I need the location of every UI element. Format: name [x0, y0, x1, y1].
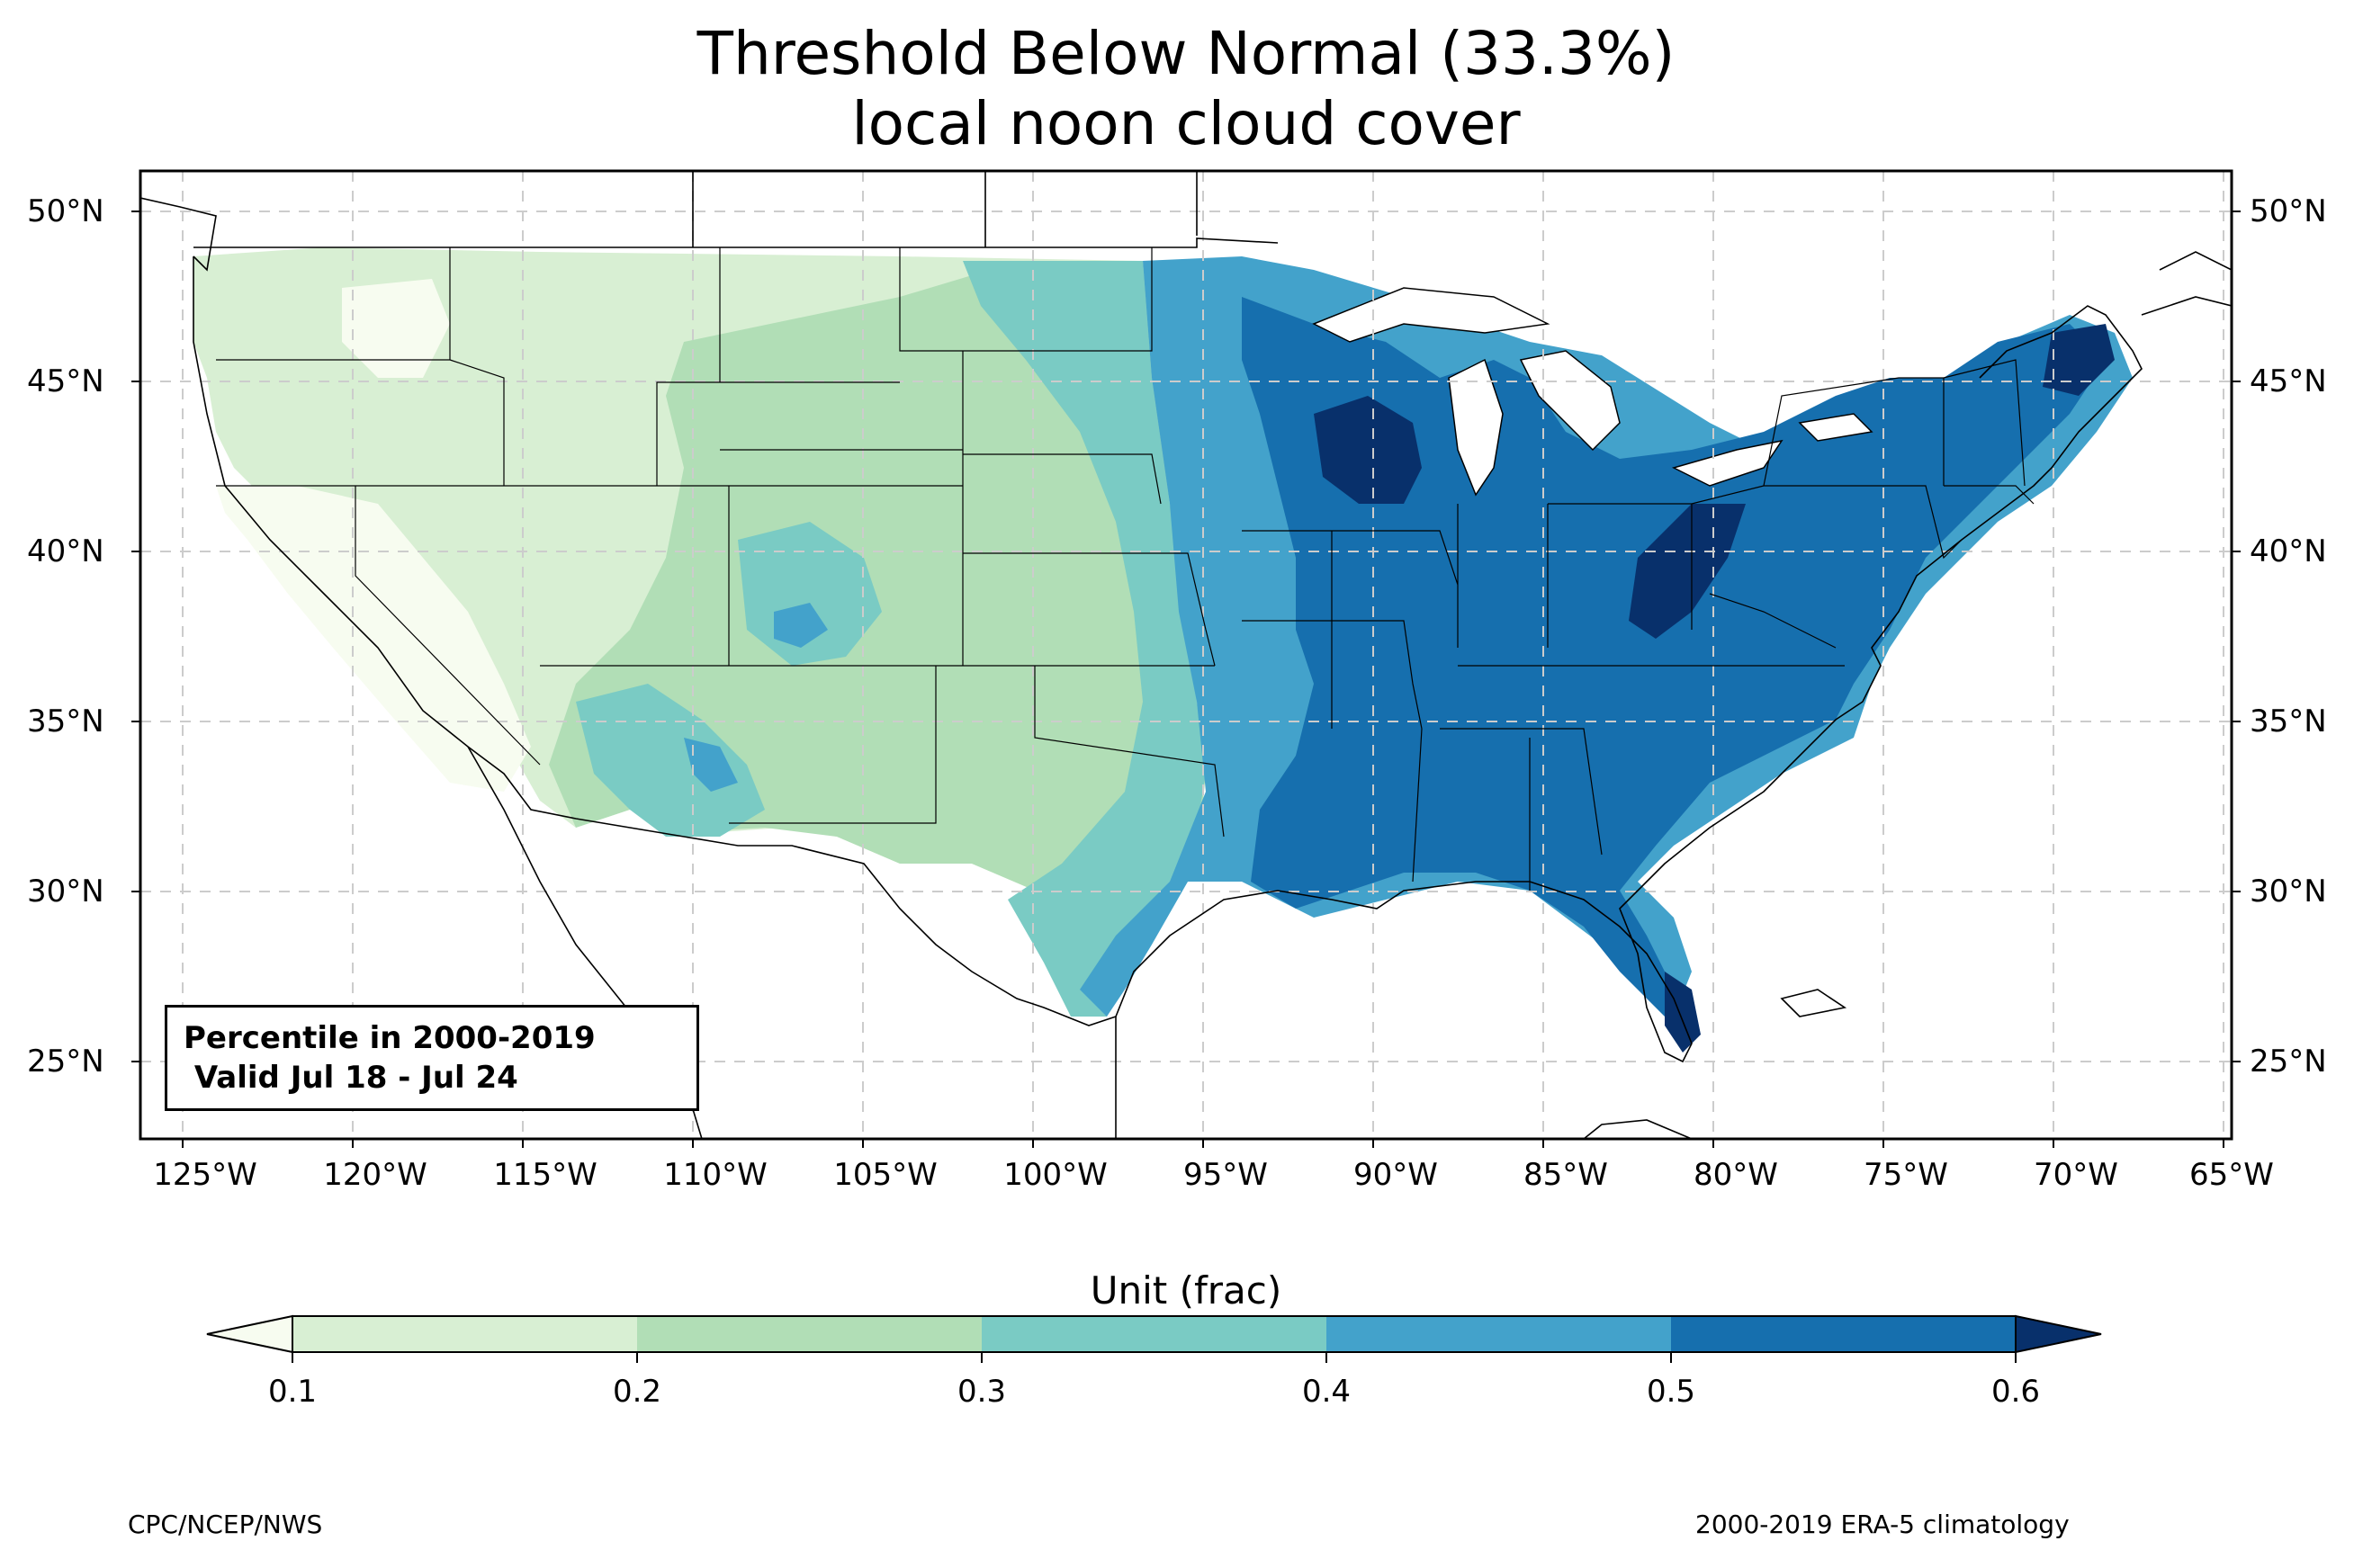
- lat-label-left-35: 35°N: [27, 703, 104, 739]
- lon-label-110w: 110°W: [663, 1157, 768, 1193]
- contour-band-above-0.6-fl: [1665, 972, 1701, 1053]
- lon-ticks: [182, 1139, 2224, 1148]
- lat-label-right-35: 35°N: [2250, 703, 2327, 739]
- lat-label-right-40: 40°N: [2250, 533, 2327, 569]
- lat-label-left-25: 25°N: [27, 1044, 104, 1080]
- lon-label-120w: 120°W: [323, 1157, 427, 1193]
- colorbar-tick-label-0.6: 0.6: [1990, 1374, 2041, 1410]
- contour-band-above-0.6-ne: [2043, 324, 2115, 396]
- lat-label-left-45: 45°N: [27, 363, 104, 399]
- state-borders: [216, 247, 2035, 891]
- contour-band-above-0.6-wi: [1314, 396, 1422, 504]
- lat-label-right-45: 45°N: [2250, 363, 2327, 399]
- colorbar-extend-low: [206, 1314, 293, 1354]
- contour-band-above-0.6-app: [1629, 504, 1746, 639]
- contour-band-0.4-0.5-co: [774, 603, 828, 648]
- contour-band-0.4-0.5-az: [684, 738, 738, 792]
- lat-ticks: [131, 211, 2241, 1062]
- colorbar-tick-label-0.2: 0.2: [612, 1374, 662, 1410]
- lat-label-right-25: 25°N: [2250, 1044, 2327, 1080]
- lat-label-right-30: 30°N: [2250, 874, 2327, 909]
- footer-credit: CPC/NCEP/NWS: [128, 1510, 323, 1539]
- chart-title-line-1: Threshold Below Normal (33.3%): [696, 19, 1676, 88]
- info-box: Percentile in 2000-2019 Valid Jul 18 - J…: [165, 1005, 699, 1111]
- lon-label-95w: 95°W: [1183, 1157, 1268, 1193]
- colorbar-bin-0.2-0.3: [637, 1316, 983, 1352]
- colorbar-frame: [292, 1315, 2017, 1353]
- lon-label-125w: 125°W: [153, 1157, 257, 1193]
- lon-label-90w: 90°W: [1353, 1157, 1438, 1193]
- lon-label-100w: 100°W: [1003, 1157, 1108, 1193]
- map-frame: [139, 169, 2233, 1141]
- lon-label-65w: 65°W: [2189, 1157, 2274, 1193]
- contour-band-below-0.1: [216, 486, 531, 792]
- lat-label-left-40: 40°N: [27, 533, 104, 569]
- lon-label-70w: 70°W: [2034, 1157, 2118, 1193]
- gridlines: [140, 171, 2232, 1139]
- lon-label-115w: 115°W: [493, 1157, 597, 1193]
- footer-climatology-note: 2000-2019 ERA-5 climatology: [1695, 1510, 2070, 1539]
- colorbar-tick-label-0.3: 0.3: [957, 1374, 1007, 1410]
- lat-label-left-50: 50°N: [27, 193, 104, 229]
- colorbar-bin-0.3-0.4: [982, 1316, 1327, 1352]
- colorbar-tick-label-0.4: 0.4: [1301, 1374, 1352, 1410]
- lon-label-80w: 80°W: [1694, 1157, 1778, 1193]
- lon-label-85w: 85°W: [1523, 1157, 1608, 1193]
- chart-title-line-2: local noon cloud cover: [851, 89, 1521, 158]
- colorbar-bin-0.4-0.5: [1326, 1316, 1672, 1352]
- info-box-line-1: Percentile in 2000-2019: [184, 1020, 596, 1056]
- contour-band-below-0.1-b: [342, 279, 450, 378]
- info-box-line-2: Valid Jul 18 - Jul 24: [184, 1060, 518, 1096]
- colorbar-extend-high: [2015, 1314, 2102, 1354]
- colorbar-tick-label-0.1: 0.1: [267, 1374, 318, 1410]
- lon-label-105w: 105°W: [833, 1157, 938, 1193]
- map-field: [193, 247, 2133, 1053]
- lat-label-left-30: 30°N: [27, 874, 104, 909]
- contour-band-0.5-0.6-east: [1242, 297, 2106, 1017]
- colorbar-bin-0.1-0.2: [292, 1316, 638, 1352]
- lon-label-75w: 75°W: [1864, 1157, 1948, 1193]
- contour-band-0.3-0.4-plains: [963, 261, 1206, 1017]
- lat-label-right-50: 50°N: [2250, 193, 2327, 229]
- great-lakes: [1312, 287, 1873, 497]
- colorbar-title: Unit (frac): [1090, 1268, 1282, 1313]
- colorbar-bin-0.5-0.6: [1671, 1316, 2017, 1352]
- colorbar: [206, 1314, 2102, 1363]
- colorbar-tick-label-0.5: 0.5: [1646, 1374, 1696, 1410]
